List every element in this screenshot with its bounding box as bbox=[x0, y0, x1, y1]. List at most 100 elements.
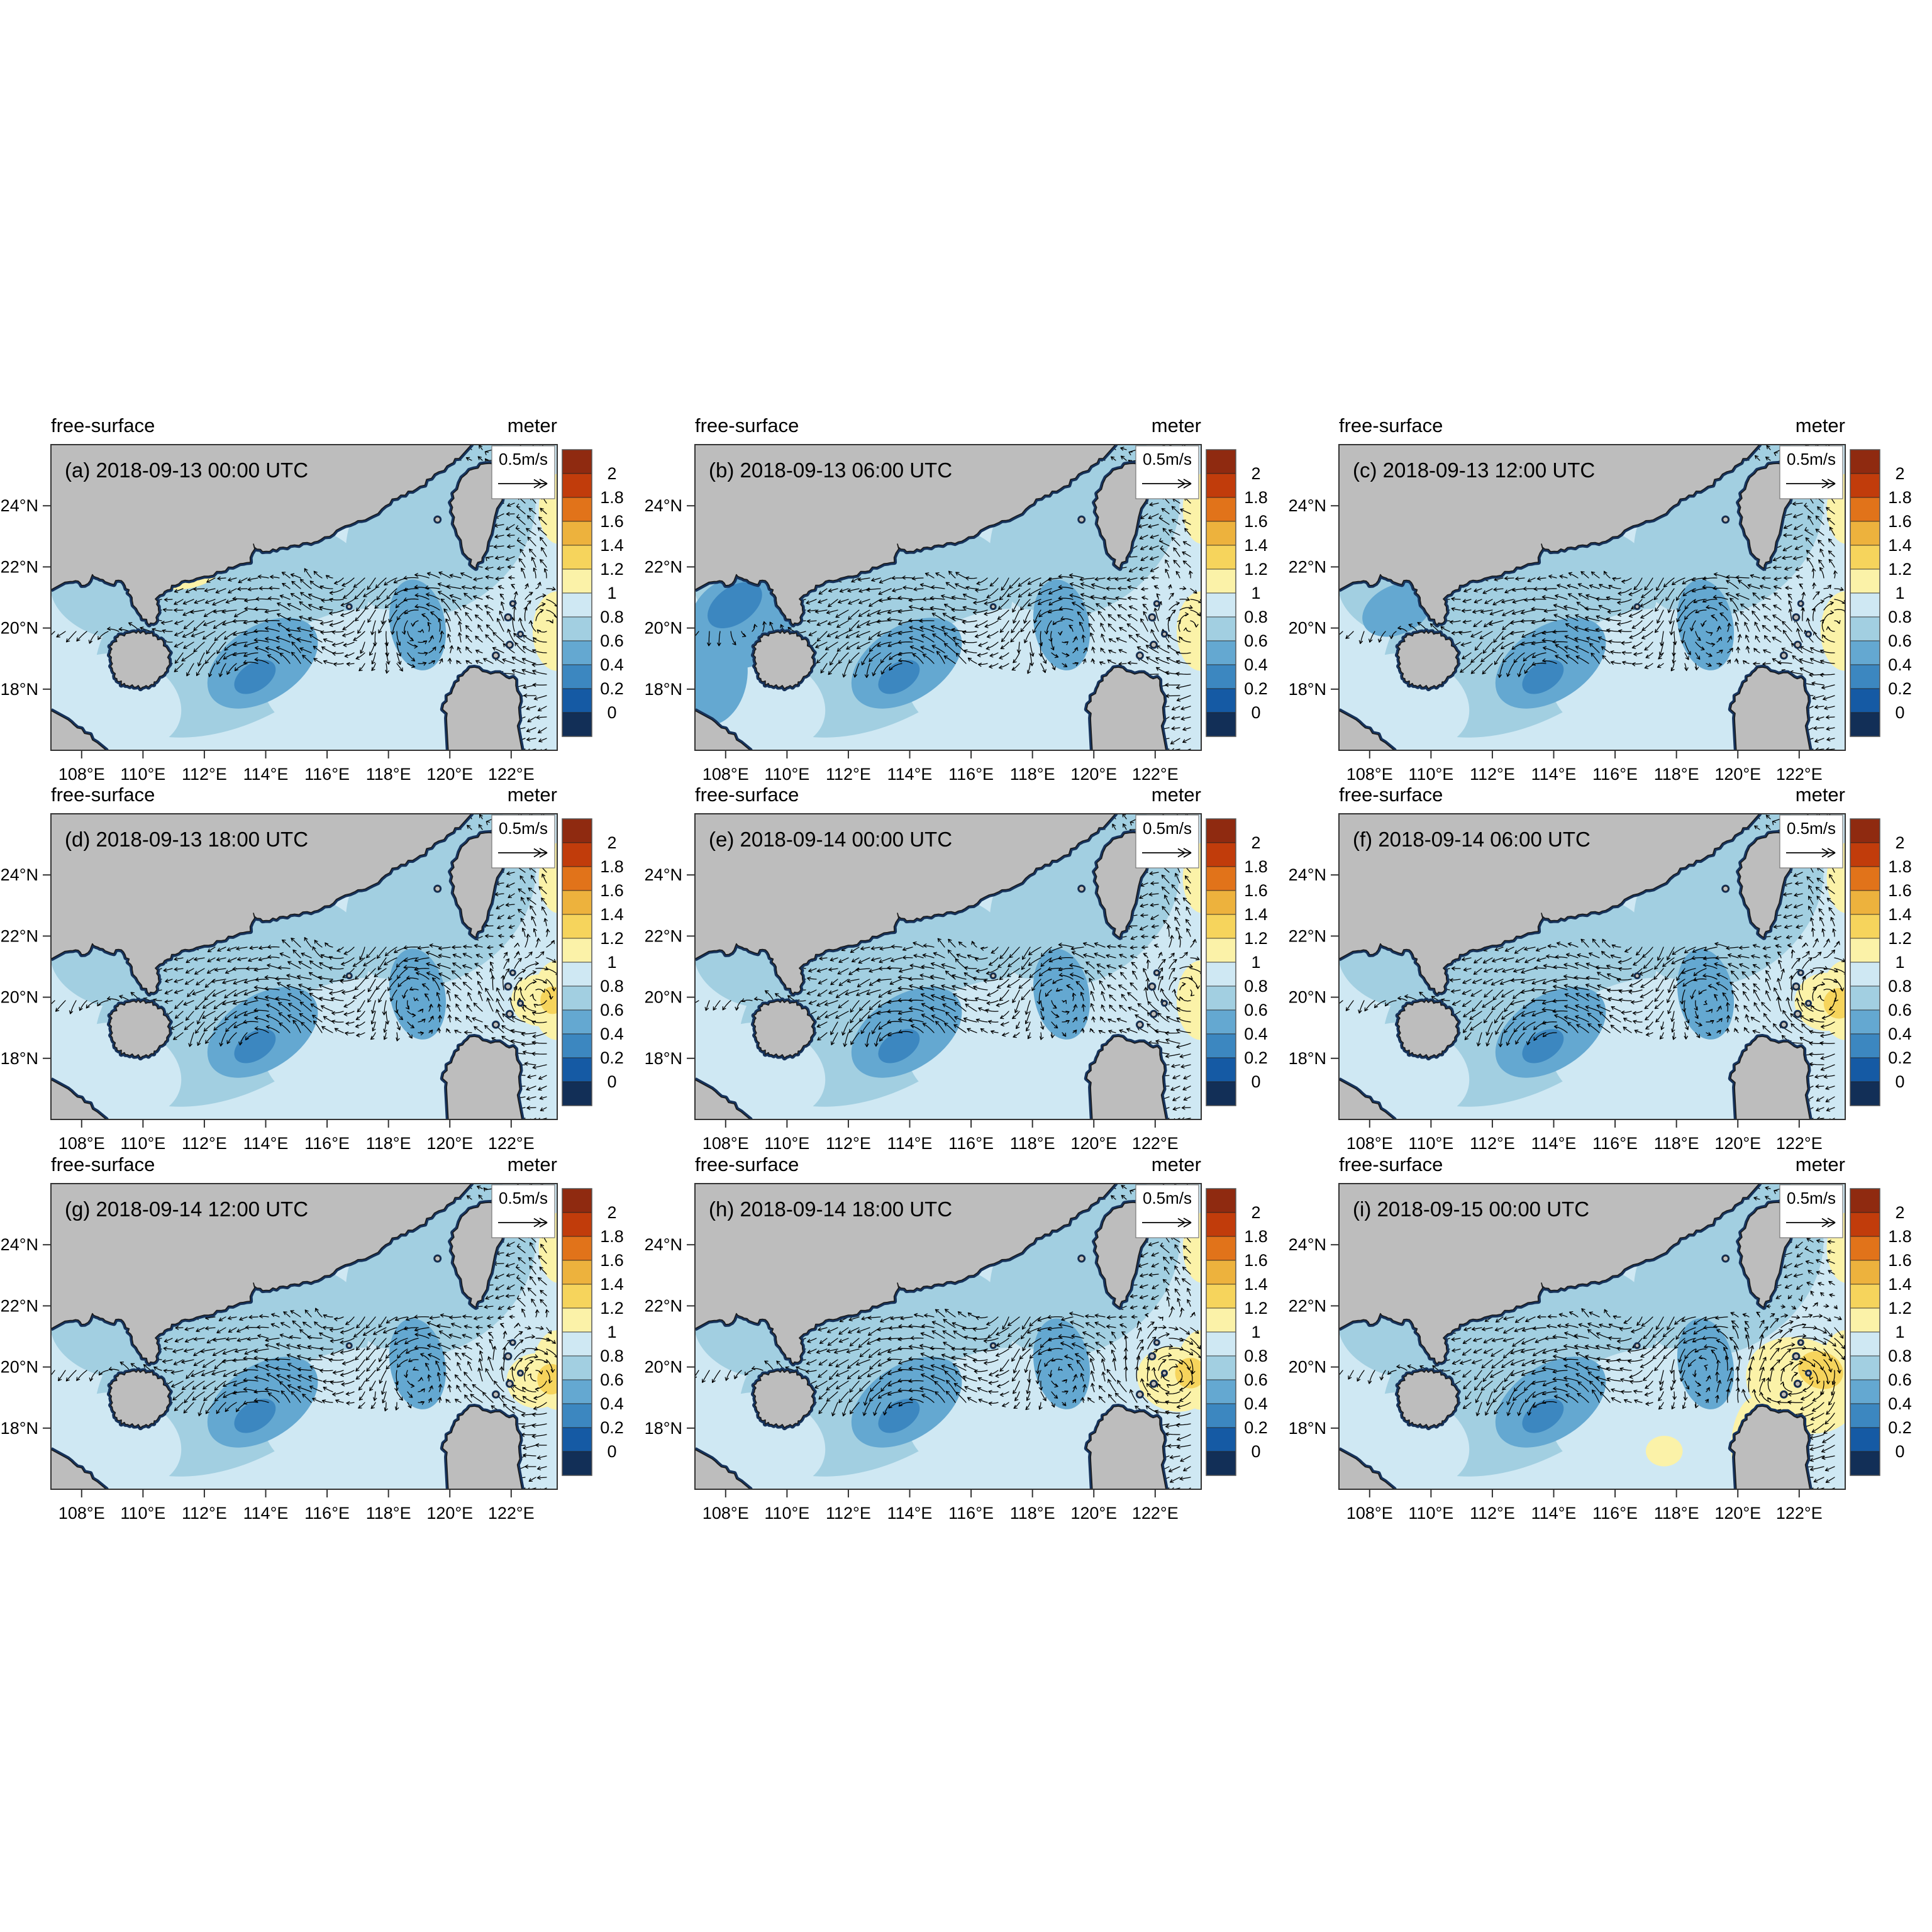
colorbar-tick-label: 0 bbox=[1251, 1072, 1260, 1091]
colorbar-outline bbox=[562, 818, 592, 1106]
colorbar-band bbox=[1206, 616, 1236, 641]
colorbar-band bbox=[1850, 1009, 1880, 1035]
colorbar-tick-label: 1.4 bbox=[1244, 905, 1268, 924]
colorbar-outline bbox=[562, 1188, 592, 1476]
x-tick-label: 110°E bbox=[120, 1134, 165, 1153]
colorbar-band bbox=[562, 1260, 592, 1285]
panel-e: free-surface meter (e) 2018-09-14 00:00 UT… bbox=[645, 784, 1268, 1153]
colorbar-tick-label: 0.2 bbox=[1244, 1048, 1268, 1067]
colorbar-band bbox=[1206, 1403, 1236, 1428]
colorbar-band bbox=[562, 664, 592, 689]
x-tick-label: 114°E bbox=[243, 765, 289, 784]
vector-key-box bbox=[491, 1184, 555, 1238]
panel-units-label: meter bbox=[508, 784, 557, 806]
y-tick-label: 18°N bbox=[1, 1049, 38, 1068]
y-tick-label: 24°N bbox=[645, 865, 682, 884]
colorbar-tick-label: 0.6 bbox=[600, 631, 624, 650]
y-tick-label: 22°N bbox=[1, 926, 38, 945]
colorbar-tick-label: 0 bbox=[1895, 1072, 1904, 1091]
y-tick-label: 24°N bbox=[1, 1235, 38, 1254]
colorbar: 2 1.8 1.6 1.4 1.2 1 0.8 0.6 0.4 0.2 0 bbox=[1850, 449, 1912, 737]
vector-key: 0.5m/s bbox=[1135, 445, 1199, 499]
colorbar-tick-label: 0.2 bbox=[1888, 679, 1912, 698]
colorbar-tick-label: 1.6 bbox=[1244, 1251, 1268, 1270]
elevation-patch bbox=[533, 591, 557, 671]
colorbar-tick-label: 2 bbox=[1251, 833, 1260, 852]
vector-key-label: 0.5m/s bbox=[1143, 1189, 1192, 1208]
colorbar-tick-label: 1.6 bbox=[1888, 881, 1912, 900]
y-tick-label: 20°N bbox=[645, 619, 682, 638]
colorbar-outline bbox=[1850, 818, 1880, 1106]
y-tick-label: 24°N bbox=[1289, 496, 1326, 515]
panel-title: (a) 2018-09-13 00:00 UTC bbox=[65, 458, 308, 482]
vector-key: 0.5m/s bbox=[1779, 1184, 1843, 1238]
y-tick-label: 24°N bbox=[645, 1235, 682, 1254]
x-tick-label: 120°E bbox=[426, 1134, 473, 1153]
colorbar-tick-label: 1 bbox=[1251, 953, 1260, 972]
colorbar-band bbox=[562, 712, 592, 737]
colorbar-tick-label: 0.4 bbox=[1244, 1024, 1268, 1043]
y-tick-label: 20°N bbox=[1, 988, 38, 1007]
x-tick-label: 120°E bbox=[426, 1504, 473, 1523]
colorbar-band bbox=[562, 818, 592, 843]
colorbar-tick-label: 0.2 bbox=[1888, 1048, 1912, 1067]
colorbar-band bbox=[562, 545, 592, 570]
panel-title: (f) 2018-09-14 06:00 UTC bbox=[1353, 828, 1591, 851]
reference-arrow-icon bbox=[498, 1218, 548, 1228]
x-tick-label: 118°E bbox=[1010, 1134, 1055, 1153]
y-tick-label: 22°N bbox=[1289, 557, 1326, 576]
colorbar-tick-label: 0.4 bbox=[600, 655, 624, 674]
panel-variable-label: free-surface bbox=[1339, 414, 1443, 436]
colorbar-band bbox=[1850, 712, 1880, 737]
colorbar-tick-label: 0.4 bbox=[1244, 1394, 1268, 1413]
panel-units-label: meter bbox=[1796, 784, 1845, 806]
panel-variable-label: free-surface bbox=[51, 784, 155, 806]
colorbar-tick-label: 1.4 bbox=[1888, 536, 1912, 555]
colorbar-tick-label: 1 bbox=[1251, 1323, 1260, 1341]
colorbar-tick-label: 1.4 bbox=[1888, 905, 1912, 924]
vector-key-box bbox=[491, 814, 555, 869]
colorbar-band bbox=[562, 985, 592, 1011]
colorbar-band bbox=[1850, 1033, 1880, 1058]
x-tick-label: 116°E bbox=[304, 1504, 350, 1523]
colorbar-band bbox=[1850, 1331, 1880, 1357]
elevation-patch bbox=[389, 579, 447, 670]
colorbar-tick-label: 1 bbox=[607, 584, 616, 602]
colorbar-tick-label: 0.4 bbox=[1244, 655, 1268, 674]
colorbar-band bbox=[562, 688, 592, 713]
reference-arrow-icon bbox=[1142, 1218, 1192, 1228]
colorbar-band bbox=[1850, 1188, 1880, 1213]
elevation-patch bbox=[878, 1029, 920, 1063]
colorbar-band bbox=[1850, 1081, 1880, 1106]
colorbar-band bbox=[1206, 569, 1236, 594]
colorbar-band bbox=[1850, 1260, 1880, 1285]
colorbar-tick-label: 0.6 bbox=[1888, 1370, 1912, 1389]
x-tick-label: 116°E bbox=[948, 1134, 994, 1153]
colorbar-tick-label: 0.2 bbox=[600, 1418, 624, 1437]
x-tick-label: 114°E bbox=[243, 1504, 289, 1523]
colorbar-band bbox=[1850, 688, 1880, 713]
elevation-patch bbox=[537, 1363, 557, 1395]
colorbar-tick-label: 1.8 bbox=[1888, 857, 1912, 876]
y-tick-label: 20°N bbox=[1, 1358, 38, 1377]
colorbar-tick-label: 1.6 bbox=[1244, 512, 1268, 531]
panel-variable-label: free-surface bbox=[51, 1153, 155, 1175]
vector-key-label: 0.5m/s bbox=[1787, 450, 1836, 469]
reference-arrow-icon bbox=[1786, 479, 1836, 489]
y-tick-label: 20°N bbox=[1289, 1358, 1326, 1377]
y-tick-label: 18°N bbox=[1289, 1419, 1326, 1438]
elevation-patch bbox=[708, 582, 762, 629]
colorbar-band bbox=[1206, 818, 1236, 843]
y-tick-label: 24°N bbox=[1289, 865, 1326, 884]
colorbar-band bbox=[562, 1355, 592, 1380]
x-tick-label: 110°E bbox=[764, 765, 809, 784]
colorbar-tick-label: 1.4 bbox=[1888, 1275, 1912, 1294]
colorbar-band bbox=[1206, 1033, 1236, 1058]
colorbar-band bbox=[562, 521, 592, 546]
y-tick-label: 18°N bbox=[1, 1419, 38, 1438]
colorbar-tick-label: 2 bbox=[1895, 1203, 1904, 1222]
colorbar-tick-label: 1.4 bbox=[1244, 1275, 1268, 1294]
colorbar-band bbox=[1206, 985, 1236, 1011]
y-tick-label: 18°N bbox=[645, 1049, 682, 1068]
